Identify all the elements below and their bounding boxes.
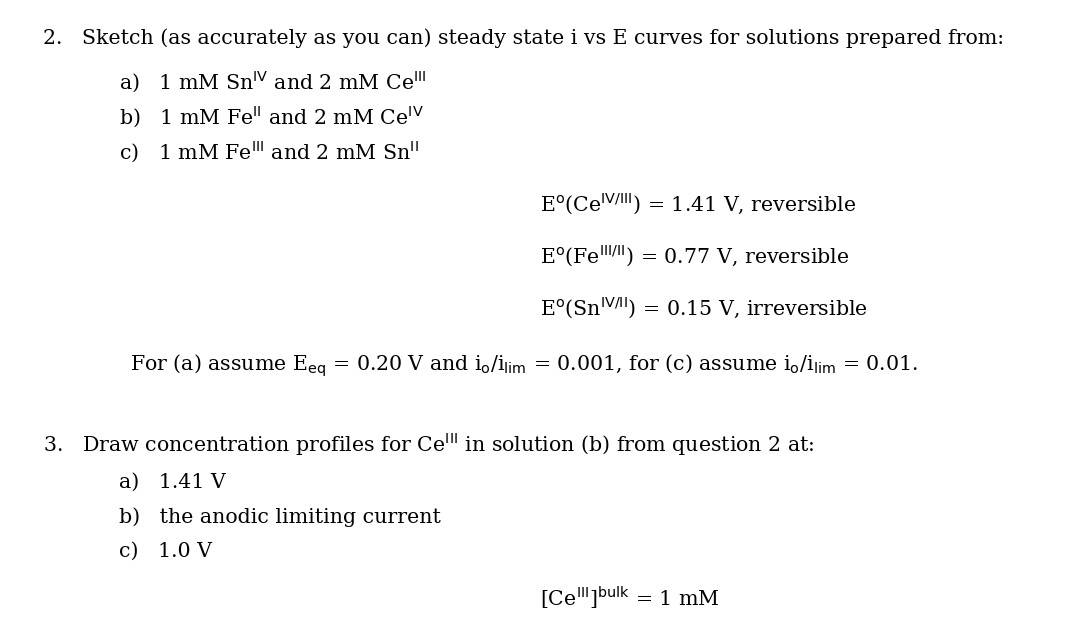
Text: c)   1.0 V: c) 1.0 V	[119, 542, 212, 561]
Text: E$^{\rm o}$(Sn$^{\rm IV/II}$) = 0.15 V, irreversible: E$^{\rm o}$(Sn$^{\rm IV/II}$) = 0.15 V, …	[540, 295, 867, 321]
Text: c)   1 mM Fe$^{\rm III}$ and 2 mM Sn$^{\rm II}$: c) 1 mM Fe$^{\rm III}$ and 2 mM Sn$^{\rm…	[119, 139, 419, 165]
Text: 2.   Sketch (as accurately as you can) steady state i vs E curves for solutions : 2. Sketch (as accurately as you can) ste…	[43, 28, 1004, 48]
Text: E$^{\rm o}$(Ce$^{\rm IV/III}$) = 1.41 V, reversible: E$^{\rm o}$(Ce$^{\rm IV/III}$) = 1.41 V,…	[540, 191, 856, 217]
Text: For (a) assume E$_{\rm eq}$ = 0.20 V and i$_{\rm o}$/i$_{\rm lim}$ = 0.001, for : For (a) assume E$_{\rm eq}$ = 0.20 V and…	[130, 352, 918, 379]
Text: a)   1 mM Sn$^{\rm IV}$ and 2 mM Ce$^{\rm III}$: a) 1 mM Sn$^{\rm IV}$ and 2 mM Ce$^{\rm …	[119, 69, 427, 95]
Text: E$^{\rm o}$(Fe$^{\rm III/II}$) = 0.77 V, reversible: E$^{\rm o}$(Fe$^{\rm III/II}$) = 0.77 V,…	[540, 243, 850, 269]
Text: [Ce$^{\rm III}$]$^{\rm bulk}$ = 1 mM: [Ce$^{\rm III}$]$^{\rm bulk}$ = 1 mM	[540, 584, 719, 611]
Text: b)   1 mM Fe$^{\rm II}$ and 2 mM Ce$^{\rm IV}$: b) 1 mM Fe$^{\rm II}$ and 2 mM Ce$^{\rm …	[119, 104, 423, 130]
Text: a)   1.41 V: a) 1.41 V	[119, 472, 226, 492]
Text: b)   the anodic limiting current: b) the anodic limiting current	[119, 507, 441, 527]
Text: 3.   Draw concentration profiles for Ce$^{\rm III}$ in solution (b) from questio: 3. Draw concentration profiles for Ce$^{…	[43, 431, 814, 459]
